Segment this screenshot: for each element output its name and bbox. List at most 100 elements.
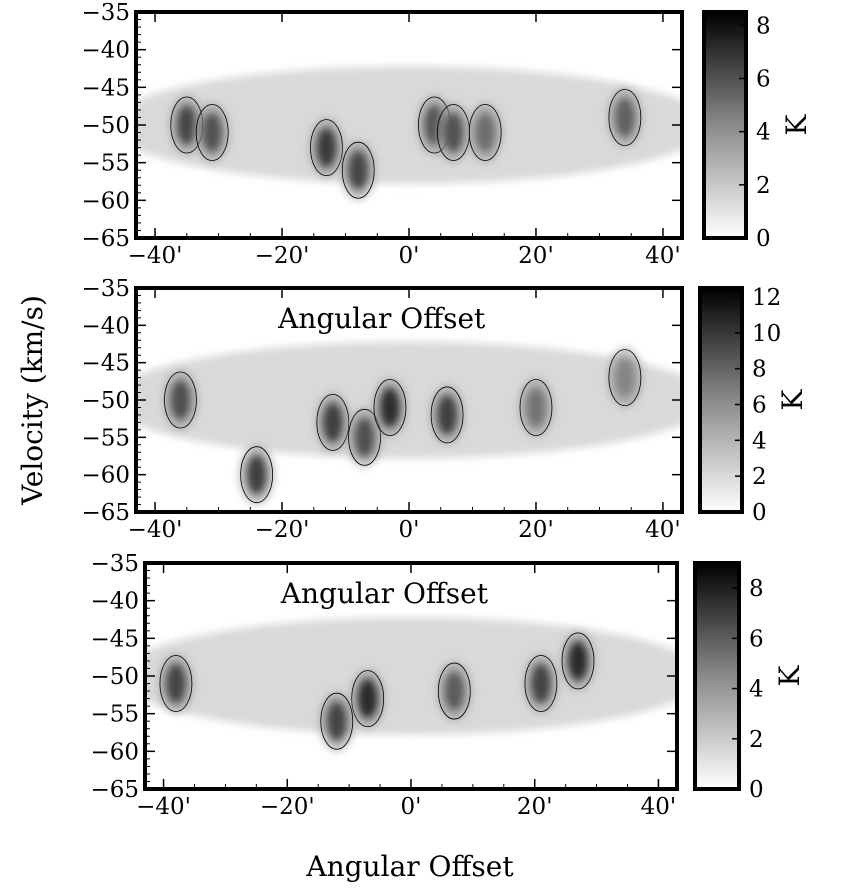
emission-peak — [568, 640, 589, 681]
panel-annotation: Angular Offset — [277, 302, 486, 335]
colorbar-unit-label: K — [773, 664, 806, 686]
colorbar: 0 2 4 6 8 K — [702, 10, 813, 252]
x-tick-label: 20' — [518, 243, 554, 269]
x-tick-label: 0' — [399, 243, 420, 269]
x-tick-label: 40' — [645, 243, 681, 269]
panels-layer: −40' −20' 0' 20' 40'−35−40−45−50−55−60−65 024… — [81, 0, 813, 820]
y-tick-label: −60 — [90, 739, 139, 765]
emission-contour — [316, 393, 350, 451]
colorbar-tick-label: 6 — [749, 626, 764, 652]
colorbar-tick-label: 2 — [752, 464, 767, 490]
emission-band — [136, 66, 682, 184]
y-tick-label: −60 — [81, 188, 130, 214]
pv-panel-1: −40' −20' 0' 20' 40' −35 −40 −45 −50 −55 −60 −65 0 2 4… — [81, 0, 813, 269]
x-tick-label: 0' — [401, 794, 422, 820]
emission-contour — [519, 379, 553, 436]
emission-contour — [159, 655, 193, 712]
emission-contour — [430, 386, 464, 444]
y-tick-label: −50 — [81, 388, 130, 414]
x-tick-label: −40' — [128, 243, 183, 269]
y-tick-label: −65 — [90, 777, 139, 803]
colorbar-tick-label: 6 — [752, 392, 767, 418]
x-tick-label: −20' — [260, 794, 315, 820]
emission-peak — [165, 663, 186, 704]
y-tick-label: −65 — [81, 500, 130, 526]
colorbar-gradient — [704, 12, 746, 238]
colorbar-gradient — [695, 563, 739, 789]
emission-peak — [444, 671, 465, 712]
emission-contour — [195, 104, 229, 161]
emission-peak — [614, 97, 635, 138]
colorbar-tick-label: 4 — [749, 677, 764, 703]
emission-peak — [475, 112, 496, 153]
emission-peak — [525, 387, 546, 428]
emission-contour — [341, 141, 375, 199]
emission-peak — [379, 387, 400, 428]
colorbar-tick-label: 2 — [749, 727, 764, 753]
emission-peak — [437, 394, 458, 435]
y-tick-label: −40 — [90, 589, 139, 615]
colorbar-tick-label: 0 — [752, 500, 767, 526]
panel-annotation: Angular Offset — [280, 577, 489, 610]
colorbar: 0 2 4 6 8 K — [693, 561, 806, 803]
y-tick-label: −50 — [81, 113, 130, 139]
emission-contour — [524, 655, 558, 712]
x-tick-label: 20' — [518, 517, 554, 543]
emission-layer — [136, 66, 682, 201]
y-tick-label: −60 — [81, 463, 130, 489]
emission-contour — [437, 662, 471, 720]
colorbar-frame — [702, 10, 748, 240]
x-tick-label: −40' — [128, 517, 183, 543]
emission-contour — [608, 89, 642, 146]
colorbar-tick-label: 12 — [752, 285, 781, 311]
emission-peak — [326, 701, 347, 742]
emission-peak — [530, 663, 551, 704]
x-tick-label: −40' — [136, 794, 191, 820]
emission-contour — [320, 692, 354, 750]
colorbar-frame — [693, 561, 741, 791]
colorbar-tick-label: 0 — [756, 226, 771, 252]
y-tick-label: −45 — [81, 351, 130, 377]
emission-peak — [246, 454, 267, 495]
emission-peak — [614, 357, 635, 398]
y-tick-label: −35 — [90, 551, 139, 577]
x-tick-label: 20' — [517, 794, 553, 820]
colorbar-tick-label: 8 — [756, 13, 771, 39]
colorbar-tick-label: 4 — [756, 120, 771, 146]
emission-contour — [561, 632, 595, 690]
pv-panel-2: −40' −20' 0' 20' 40' −35 −40 −45 −50 −55 −60 −65 Ang… — [81, 276, 809, 543]
y-tick-label: −65 — [81, 226, 130, 252]
emission-contour — [351, 670, 385, 727]
emission-contour — [240, 446, 274, 504]
colorbar-frame — [698, 286, 744, 514]
emission-contour — [608, 349, 642, 407]
y-tick-label: −35 — [81, 276, 130, 302]
y-tick-label: −50 — [90, 664, 139, 690]
emission-peak — [443, 112, 464, 153]
x-tick-label: 40' — [645, 517, 681, 543]
emission-peak — [354, 417, 375, 458]
colorbar-tick-label: 2 — [756, 173, 771, 199]
y-axis-label: Velocity (km/s) — [16, 295, 49, 506]
x-tick-label: 40' — [641, 794, 677, 820]
emission-peak — [322, 402, 343, 443]
colorbar-tick-label: 8 — [752, 357, 767, 383]
emission-peak — [348, 150, 369, 191]
y-tick-label: −40 — [81, 313, 130, 339]
y-tick-label: −35 — [81, 0, 130, 26]
emission-peak — [202, 112, 223, 153]
colorbar-unit-label: K — [780, 113, 813, 135]
y-tick-label: −45 — [90, 626, 139, 652]
colorbar-tick-label: 8 — [749, 576, 764, 602]
y-tick-label: −45 — [81, 75, 130, 101]
emission-peak — [357, 678, 378, 719]
pv-panel-3: −40' −20' 0' 20' 40' −35 −40 −45 −50 −55 −60 −65 Ang… — [90, 551, 806, 820]
y-tick-label: −55 — [90, 702, 139, 728]
emission-layer — [136, 341, 682, 505]
colorbar-tick-label: 6 — [756, 66, 771, 92]
x-tick-label: 0' — [399, 517, 420, 543]
emission-contour — [373, 379, 407, 436]
y-tick-label: −55 — [81, 151, 130, 177]
emission-contour — [468, 104, 502, 161]
